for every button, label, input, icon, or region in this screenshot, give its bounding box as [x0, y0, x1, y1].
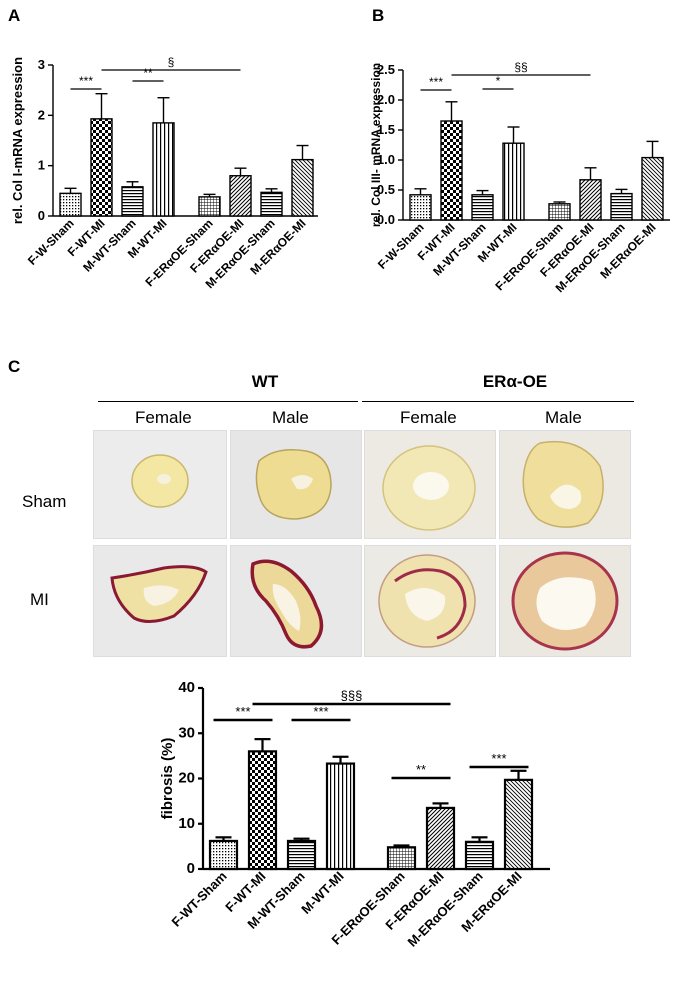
group-header-wt: WT	[251, 372, 279, 391]
row-label-sham: Sham	[22, 492, 67, 511]
bar	[503, 778, 534, 871]
significance-label: ***	[429, 75, 443, 89]
bar	[325, 762, 356, 871]
significance-label: §	[168, 55, 175, 69]
y-tick-label: 0	[38, 208, 45, 223]
bar	[610, 192, 633, 221]
bar	[386, 846, 417, 871]
x-tick-label: F-WT-Sham	[168, 869, 229, 930]
bar	[291, 158, 314, 217]
significance-label: §§§	[341, 688, 363, 703]
col-label-male-wt: Male	[272, 408, 309, 427]
tissue-image-eraoe-male-sham	[499, 430, 631, 539]
col-label-female-wt: Female	[135, 408, 192, 427]
panel-b-letter: B	[372, 6, 385, 25]
bar	[471, 194, 494, 221]
bar	[247, 750, 278, 871]
y-tick-label: 2	[38, 107, 45, 122]
y-tick-label: 2.5	[377, 62, 395, 77]
y-tick-label: 0.5	[377, 182, 395, 197]
bar	[208, 839, 239, 871]
bar	[90, 118, 113, 217]
bar	[440, 120, 463, 221]
bar	[198, 196, 221, 217]
bar	[425, 806, 456, 871]
tissue-image-eraoe-male-mi	[499, 545, 631, 657]
bar	[286, 839, 317, 871]
significance-label: ***	[313, 704, 328, 719]
significance-label: **	[416, 762, 426, 777]
bar	[409, 194, 432, 221]
tissue-image-eraoe-female-sham	[364, 430, 496, 539]
group-line-eraoe	[362, 401, 634, 402]
bar	[502, 142, 525, 221]
col-label-female-eraoe: Female	[400, 408, 457, 427]
bar	[260, 191, 283, 217]
tissue-image-wt-male-mi	[230, 545, 362, 657]
row-label-mi: MI	[30, 590, 49, 609]
tissue-image-eraoe-female-mi	[364, 545, 496, 657]
x-tick-label: M-WT-MI	[298, 869, 346, 917]
y-axis-label: fibrosis (%)	[159, 738, 176, 820]
col-label-male-eraoe: Male	[545, 408, 582, 427]
bar	[229, 175, 252, 217]
y-tick-label: 1.5	[377, 122, 395, 137]
y-tick-label: 3	[38, 57, 45, 72]
y-tick-label: 0.0	[377, 212, 395, 227]
panel-a-letter: A	[8, 6, 21, 25]
x-tick-label: F-W-Sham	[25, 216, 77, 268]
significance-label: **	[143, 66, 153, 80]
bar	[59, 192, 82, 217]
y-tick-label: 20	[178, 770, 195, 787]
bar	[641, 156, 664, 221]
y-axis-label: rel. Col I-mRNA expression	[10, 57, 25, 224]
y-tick-label: 10	[178, 815, 195, 832]
y-tick-label: 1.0	[377, 152, 395, 167]
panel-c-letter: C	[8, 357, 21, 376]
bar	[152, 122, 175, 217]
bar	[121, 186, 144, 217]
y-tick-label: 40	[178, 679, 195, 696]
bar	[464, 840, 495, 871]
y-tick-label: 1	[38, 158, 45, 173]
significance-label: ***	[235, 704, 250, 719]
y-tick-label: 2.0	[377, 92, 395, 107]
bar	[548, 203, 571, 221]
significance-label: ***	[491, 751, 506, 766]
y-tick-label: 0	[187, 860, 195, 877]
tissue-image-wt-female-sham	[93, 430, 227, 539]
group-line-wt	[98, 401, 358, 402]
tissue-image-wt-male-sham	[230, 430, 362, 539]
significance-label: *	[496, 74, 501, 88]
group-header-eraoe: ERα-OE	[482, 372, 548, 391]
tissue-image-wt-female-mi	[93, 545, 227, 657]
y-axis-label: rel. Col III- mRNA expression	[369, 63, 383, 227]
y-tick-label: 30	[178, 724, 195, 741]
significance-label: §§	[514, 60, 527, 74]
significance-label: ***	[79, 74, 93, 88]
bar	[579, 179, 602, 221]
